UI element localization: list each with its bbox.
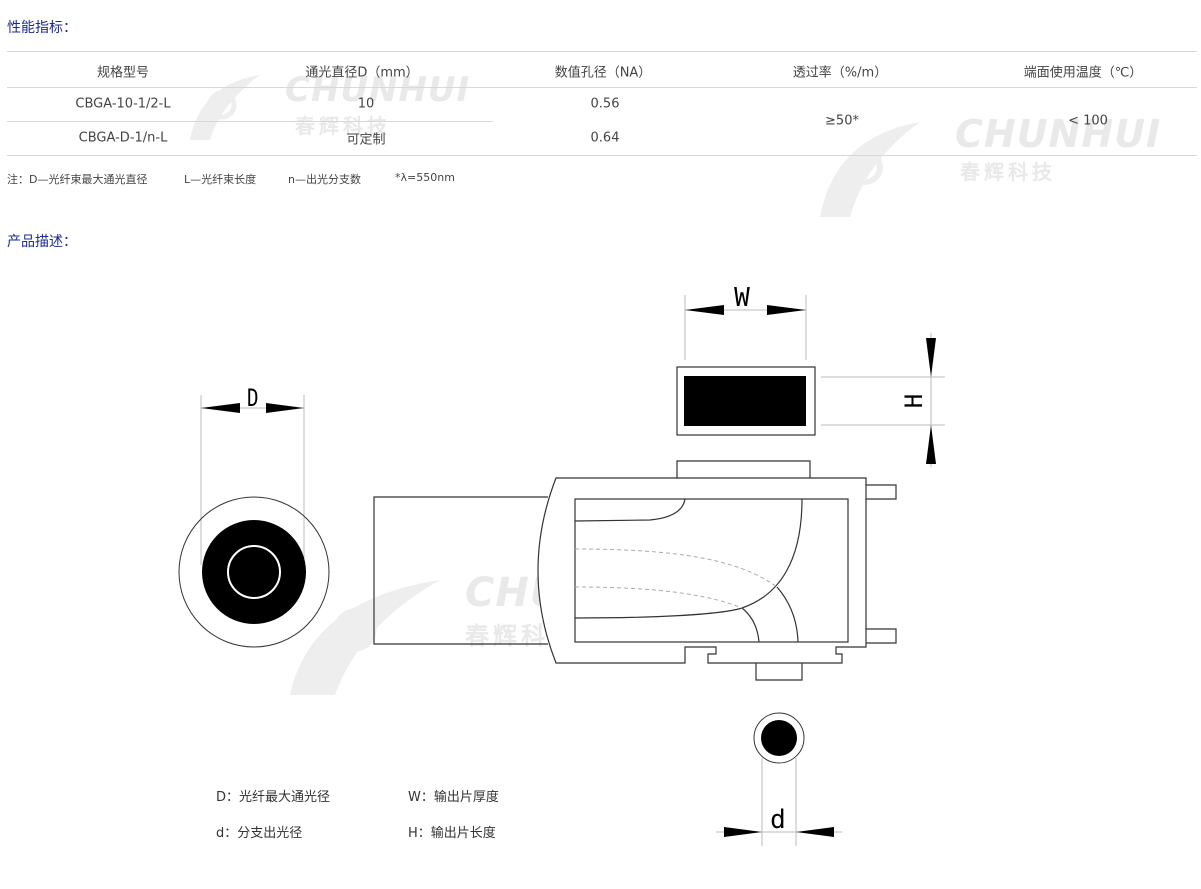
label-W: W <box>734 283 750 313</box>
label-H: H <box>900 394 928 408</box>
dimension-arrow-icon <box>685 305 724 315</box>
description-title: 产品描述： <box>7 234 77 250</box>
header-diameter: 通光直径D（mm） <box>305 65 419 81</box>
cell-transmittance: ≥50* <box>825 113 859 129</box>
note-wavelength: *λ=550nm <box>395 171 455 184</box>
cell-diameter: 可定制 <box>346 132 386 148</box>
note-d: 注：D—光纤束最大通光直径 <box>7 173 148 186</box>
table-top-border <box>7 51 1197 52</box>
specs-title: 性能指标： <box>7 20 77 36</box>
dimension-arrow-icon <box>724 827 762 837</box>
cell-temperature: < 100 <box>1068 113 1108 129</box>
cell-diameter: 10 <box>357 96 375 112</box>
header-transmittance: 透过率（%/m） <box>792 65 888 81</box>
table-bottom-border <box>7 155 1197 156</box>
header-model: 规格型号 <box>96 65 150 81</box>
dimension-arrow-icon <box>926 338 936 377</box>
dimension-arrow-icon <box>796 827 834 837</box>
cell-na: 0.64 <box>590 130 620 146</box>
cell-na: 0.56 <box>590 96 620 112</box>
legend-W: W：输出片厚度 <box>408 790 499 805</box>
dimension-arrow-icon <box>266 403 304 413</box>
output-end-view: W H <box>676 283 945 467</box>
legend-D: D：光纤最大通光径 <box>216 790 331 805</box>
side-view <box>373 460 897 681</box>
legend-d: d：分支出光径 <box>216 826 303 841</box>
note-l: L—光纤束长度 <box>184 173 257 186</box>
dimension-arrow-icon <box>926 425 936 464</box>
header-divider <box>7 87 1197 88</box>
dimension-arrow-icon <box>767 305 806 315</box>
header-temperature: 端面使用温度（℃） <box>1023 65 1143 81</box>
row-divider <box>7 121 493 122</box>
note-n: n—出光分支数 <box>288 173 361 186</box>
dimension-arrow-icon <box>201 403 240 413</box>
label-D: D <box>247 385 259 413</box>
branch-end-view: d <box>716 712 842 846</box>
input-end-view: D <box>178 385 330 648</box>
label-d: d <box>770 805 786 835</box>
legend-H: H：输出片长度 <box>408 826 496 841</box>
cell-model: CBGA-10-1/2-L <box>75 96 171 112</box>
header-na: 数值孔径（NA） <box>554 65 652 81</box>
cell-model: CBGA-D-1/n-L <box>78 130 168 146</box>
